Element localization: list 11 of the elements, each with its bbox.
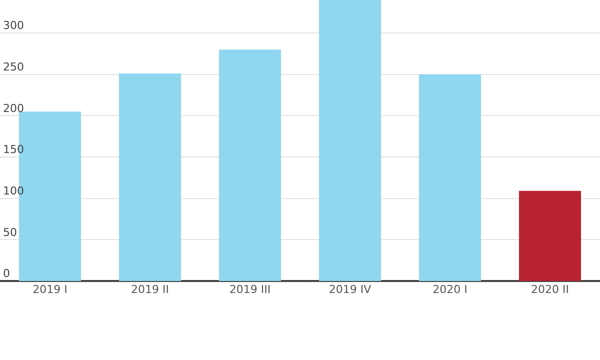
y-tick-label: 200 bbox=[3, 102, 24, 115]
x-tick-label: 2019 I bbox=[32, 283, 68, 296]
x-tick-label: 2019 II bbox=[131, 283, 169, 296]
x-tick-label: 2020 I bbox=[432, 283, 468, 296]
x-tick-label: 2019 III bbox=[229, 283, 271, 296]
y-tick-label: 300 bbox=[3, 19, 24, 32]
y-tick-label: 250 bbox=[3, 60, 24, 74]
y-tick-label: 50 bbox=[3, 226, 17, 239]
x-tick-label: 2019 IV bbox=[328, 283, 372, 296]
y-tick-label: 0 bbox=[3, 267, 10, 280]
x-tick-label: 2020 II bbox=[531, 283, 569, 296]
